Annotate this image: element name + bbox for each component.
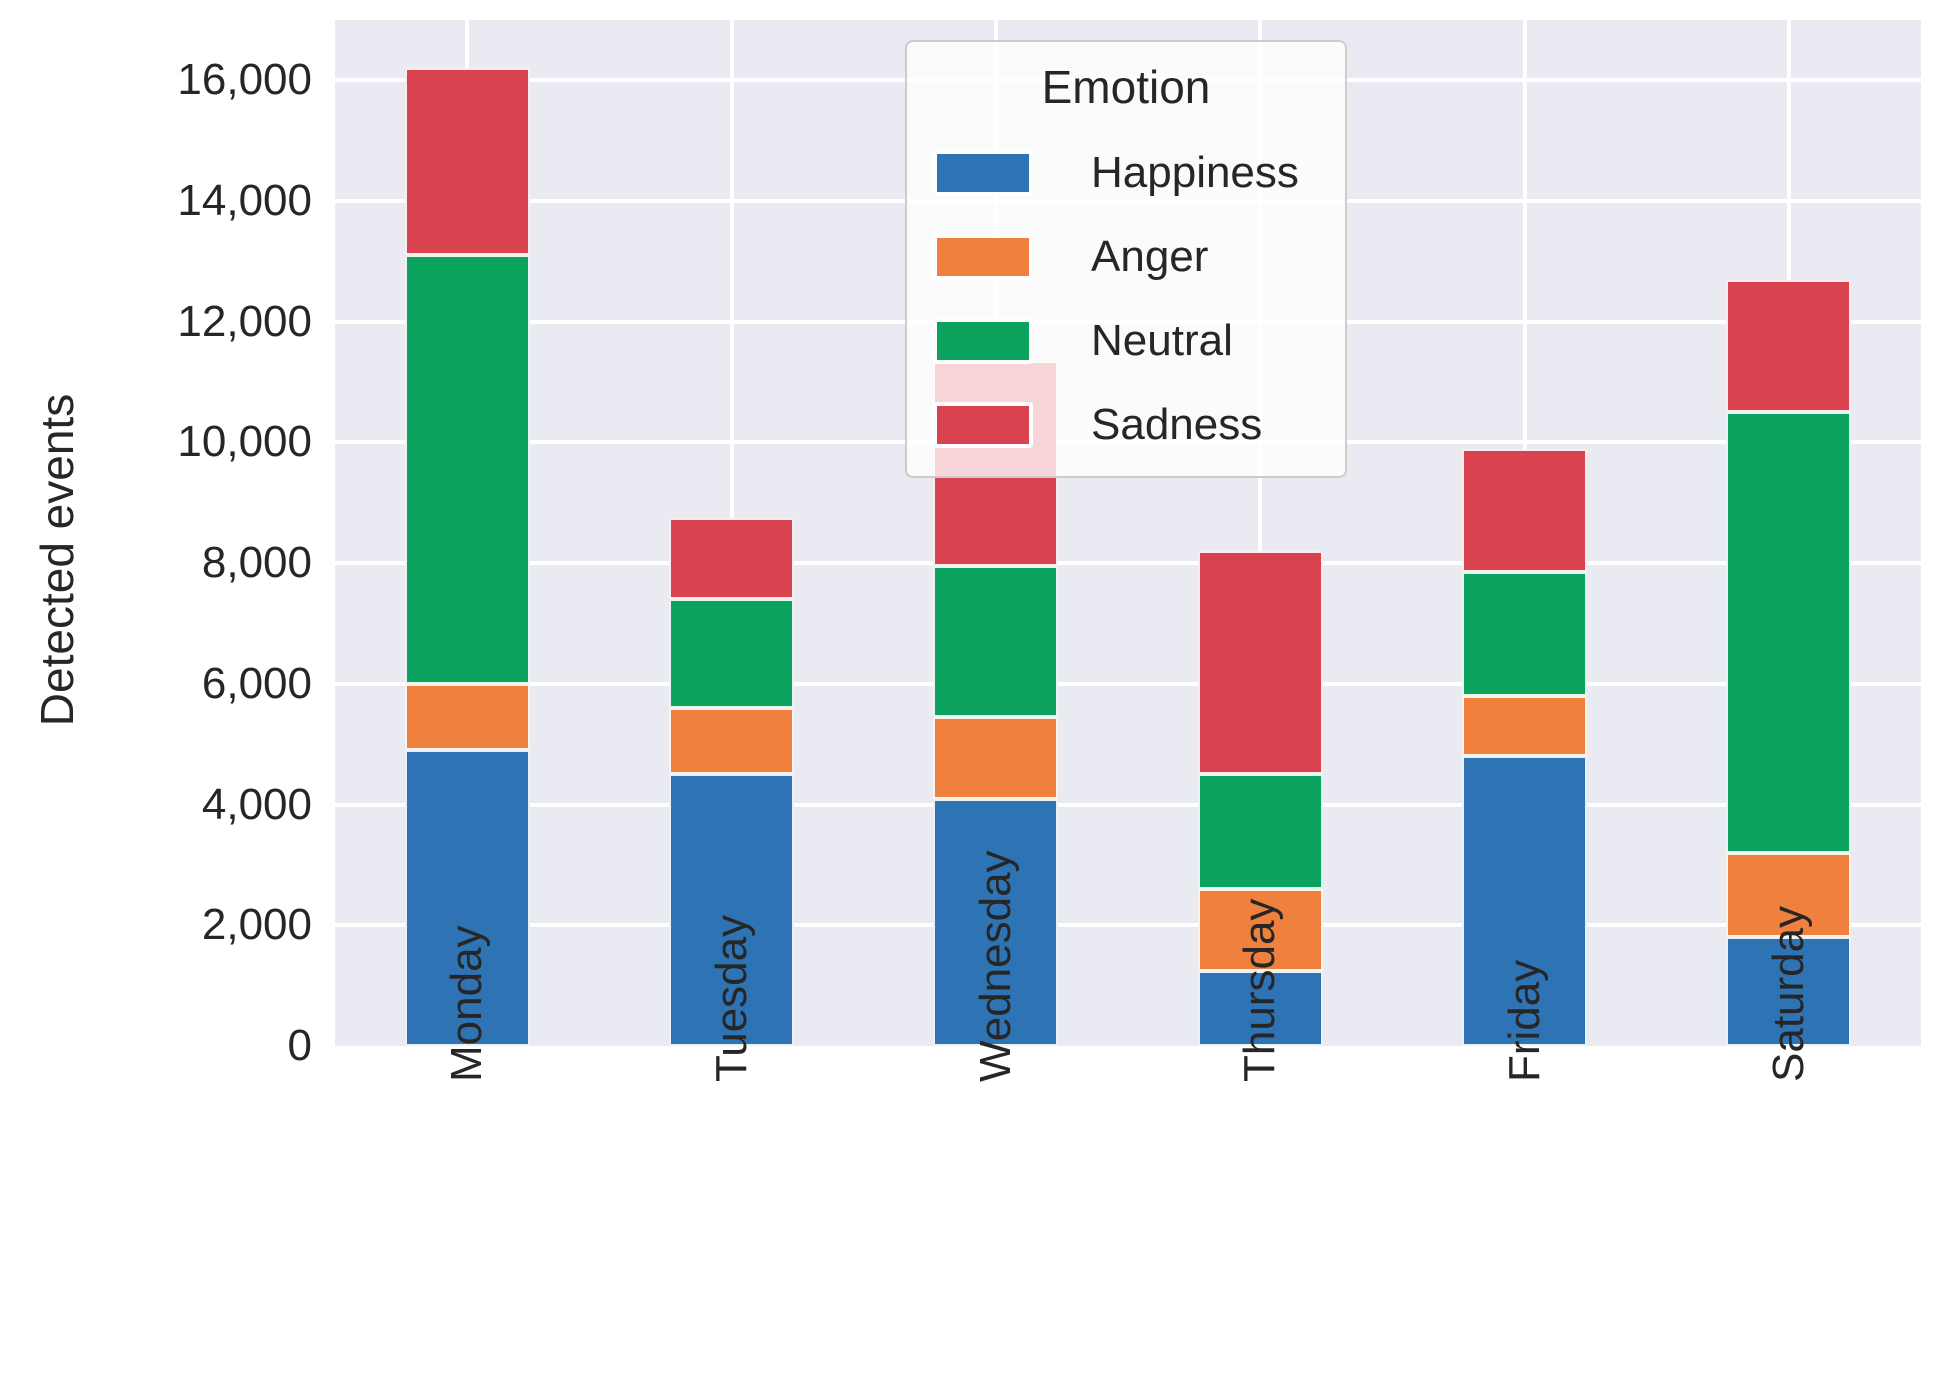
x-tick-label: Monday [442,925,492,1082]
legend-label: Neutral [1091,316,1233,365]
legend-item-anger: Anger [933,232,1319,282]
y-tick-label: 14,000 [177,176,312,226]
bar-friday-sadness [1462,448,1587,573]
bar-tuesday-sadness [669,517,794,600]
legend-label: Happiness [1091,148,1299,197]
y-tick-label: 16,000 [177,55,312,105]
bar-wednesday-anger [933,717,1059,799]
bar-saturday-happiness [1726,937,1852,1046]
legend-swatch-neutral [933,318,1033,364]
bar-monday-anger [404,683,530,751]
gridline-horizontal [335,923,1921,928]
legend-swatch-sadness [933,402,1033,448]
legend-item-neutral: Neutral [933,316,1319,366]
bar-saturday-anger [1726,852,1852,938]
legend-label: Sadness [1091,400,1263,449]
legend-title: Emotion [1041,61,1211,113]
x-tick-label: Friday [1499,959,1549,1082]
bar-friday-happiness [1462,756,1587,1046]
gridline-vertical [1258,20,1263,1046]
bar-saturday-sadness [1726,279,1852,413]
bar-thursday-neutral [1197,774,1323,890]
bar-friday-neutral [1462,572,1587,696]
legend-item-sadness: Sadness [933,400,1319,450]
legend-label: Anger [1091,232,1209,281]
y-tick-label: 6,000 [201,658,312,708]
bar-thursday-anger [1197,889,1323,971]
bar-tuesday-neutral [669,599,794,708]
y-tick-label: 0 [287,1021,312,1070]
x-tick-label: Wednesday [970,850,1020,1082]
legend-rows: Happiness Anger Neutral Sadness [933,148,1319,450]
y-tick-label: 4,000 [201,779,312,829]
x-tick-label: Saturday [1763,905,1813,1082]
y-tick-label: 10,000 [177,417,312,467]
y-tick-label: 2,000 [201,900,312,950]
bar-monday-sadness [404,68,530,256]
bar-friday-anger [1462,695,1587,757]
bar-wednesday-neutral [933,566,1059,718]
x-tick-label: Thursday [1235,898,1285,1082]
x-tick-label: Tuesday [706,914,756,1082]
bar-wednesday-happiness [933,798,1059,1046]
bar-thursday-sadness [1197,551,1323,775]
bar-thursday-happiness [1197,970,1323,1046]
gridline-horizontal [335,802,1921,807]
bar-monday-happiness [404,750,530,1046]
legend-swatch-anger [933,234,1033,280]
legend-swatch-happiness [933,150,1033,196]
gridline-horizontal [335,561,1921,566]
bar-saturday-neutral [1726,412,1852,853]
y-tick-label: 12,000 [177,296,312,346]
bar-tuesday-anger [669,708,794,775]
legend: Emotion Happiness Anger Neutral Sadness [905,40,1347,478]
gridline-horizontal [335,681,1921,686]
y-tick-label: 8,000 [201,538,312,588]
legend-item-happiness: Happiness [933,148,1319,198]
bar-tuesday-happiness [669,774,794,1046]
bar-monday-neutral [404,255,530,684]
